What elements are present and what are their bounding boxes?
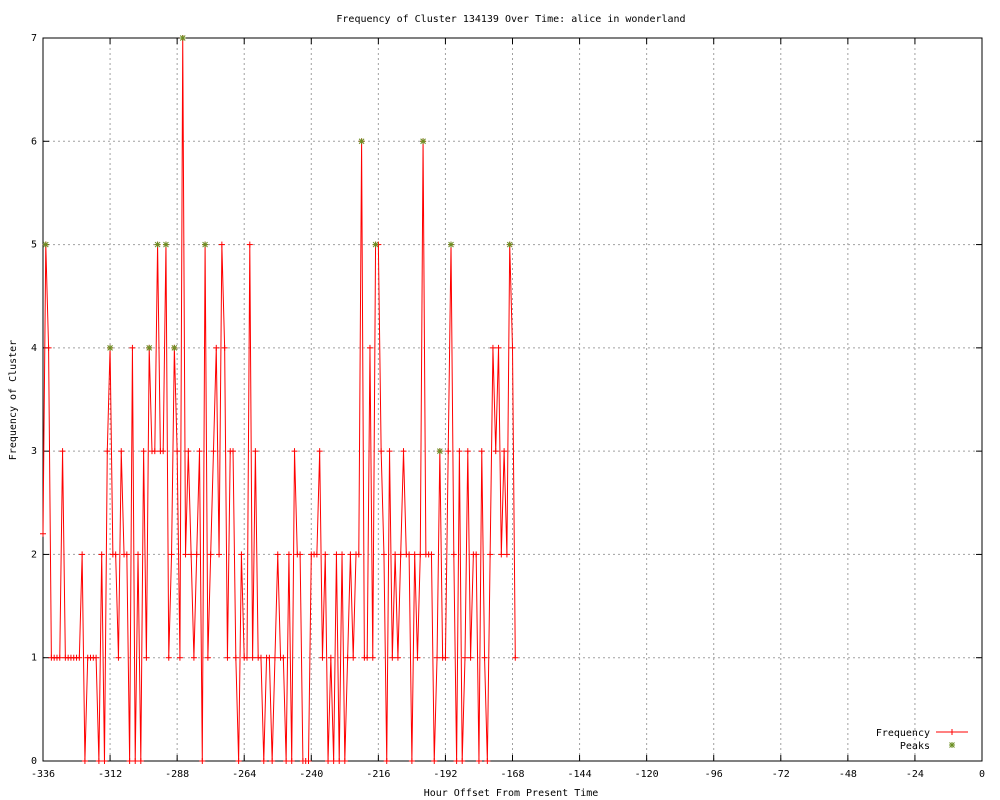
x-tick-label: -144 (568, 769, 592, 780)
frequency-series-line (42, 37, 516, 762)
x-tick-label: 0 (979, 769, 985, 780)
peak-point (420, 138, 426, 145)
x-tick-label: -312 (98, 769, 122, 780)
x-tick-label: -24 (906, 769, 924, 780)
peak-point (506, 241, 513, 248)
peak-point (448, 241, 454, 248)
x-tick-label: -96 (705, 769, 723, 780)
y-tick-label: 3 (31, 446, 37, 457)
peak-point (146, 345, 153, 351)
x-tick-label: -48 (839, 769, 857, 780)
peak-point (436, 448, 443, 454)
x-tick-label: -240 (299, 769, 323, 780)
peak-point (154, 241, 161, 248)
x-tick-label: -264 (232, 769, 256, 780)
legend: Frequency Peaks (876, 728, 968, 752)
y-tick-label: 1 (31, 653, 37, 664)
x-tick-label: -168 (500, 769, 524, 780)
y-tick-label: 5 (31, 240, 37, 251)
series-layer (40, 35, 519, 764)
peak-point (358, 138, 365, 145)
y-tick-label: 4 (31, 343, 37, 354)
chart-title: Frequency of Cluster 134139 Over Time: a… (336, 14, 685, 25)
legend-label-frequency: Frequency (876, 728, 930, 739)
peak-point (171, 345, 178, 351)
y-tick-label: 2 (31, 549, 37, 560)
x-tick-label: -120 (635, 769, 659, 780)
y-tick-label: 0 (31, 756, 37, 767)
legend-peaks-marker (949, 742, 955, 748)
x-tick-label: -192 (433, 769, 457, 780)
x-tick-label: -288 (165, 769, 189, 780)
x-tick-label: -216 (366, 769, 390, 780)
peak-point (202, 241, 208, 248)
y-tick-label: 7 (31, 33, 37, 44)
peak-point (163, 241, 169, 248)
legend-label-peaks: Peaks (900, 741, 930, 752)
x-tick-label: -336 (31, 769, 55, 780)
x-axis-label: Hour Offset From Present Time (424, 788, 599, 799)
peak-point (107, 345, 113, 351)
y-axis-label: Frequency of Cluster (8, 340, 19, 460)
peak-point (42, 241, 49, 248)
peak-point (179, 35, 186, 41)
x-tick-label: -72 (772, 769, 790, 780)
y-tick-label: 6 (31, 136, 37, 147)
peak-point (372, 241, 379, 248)
